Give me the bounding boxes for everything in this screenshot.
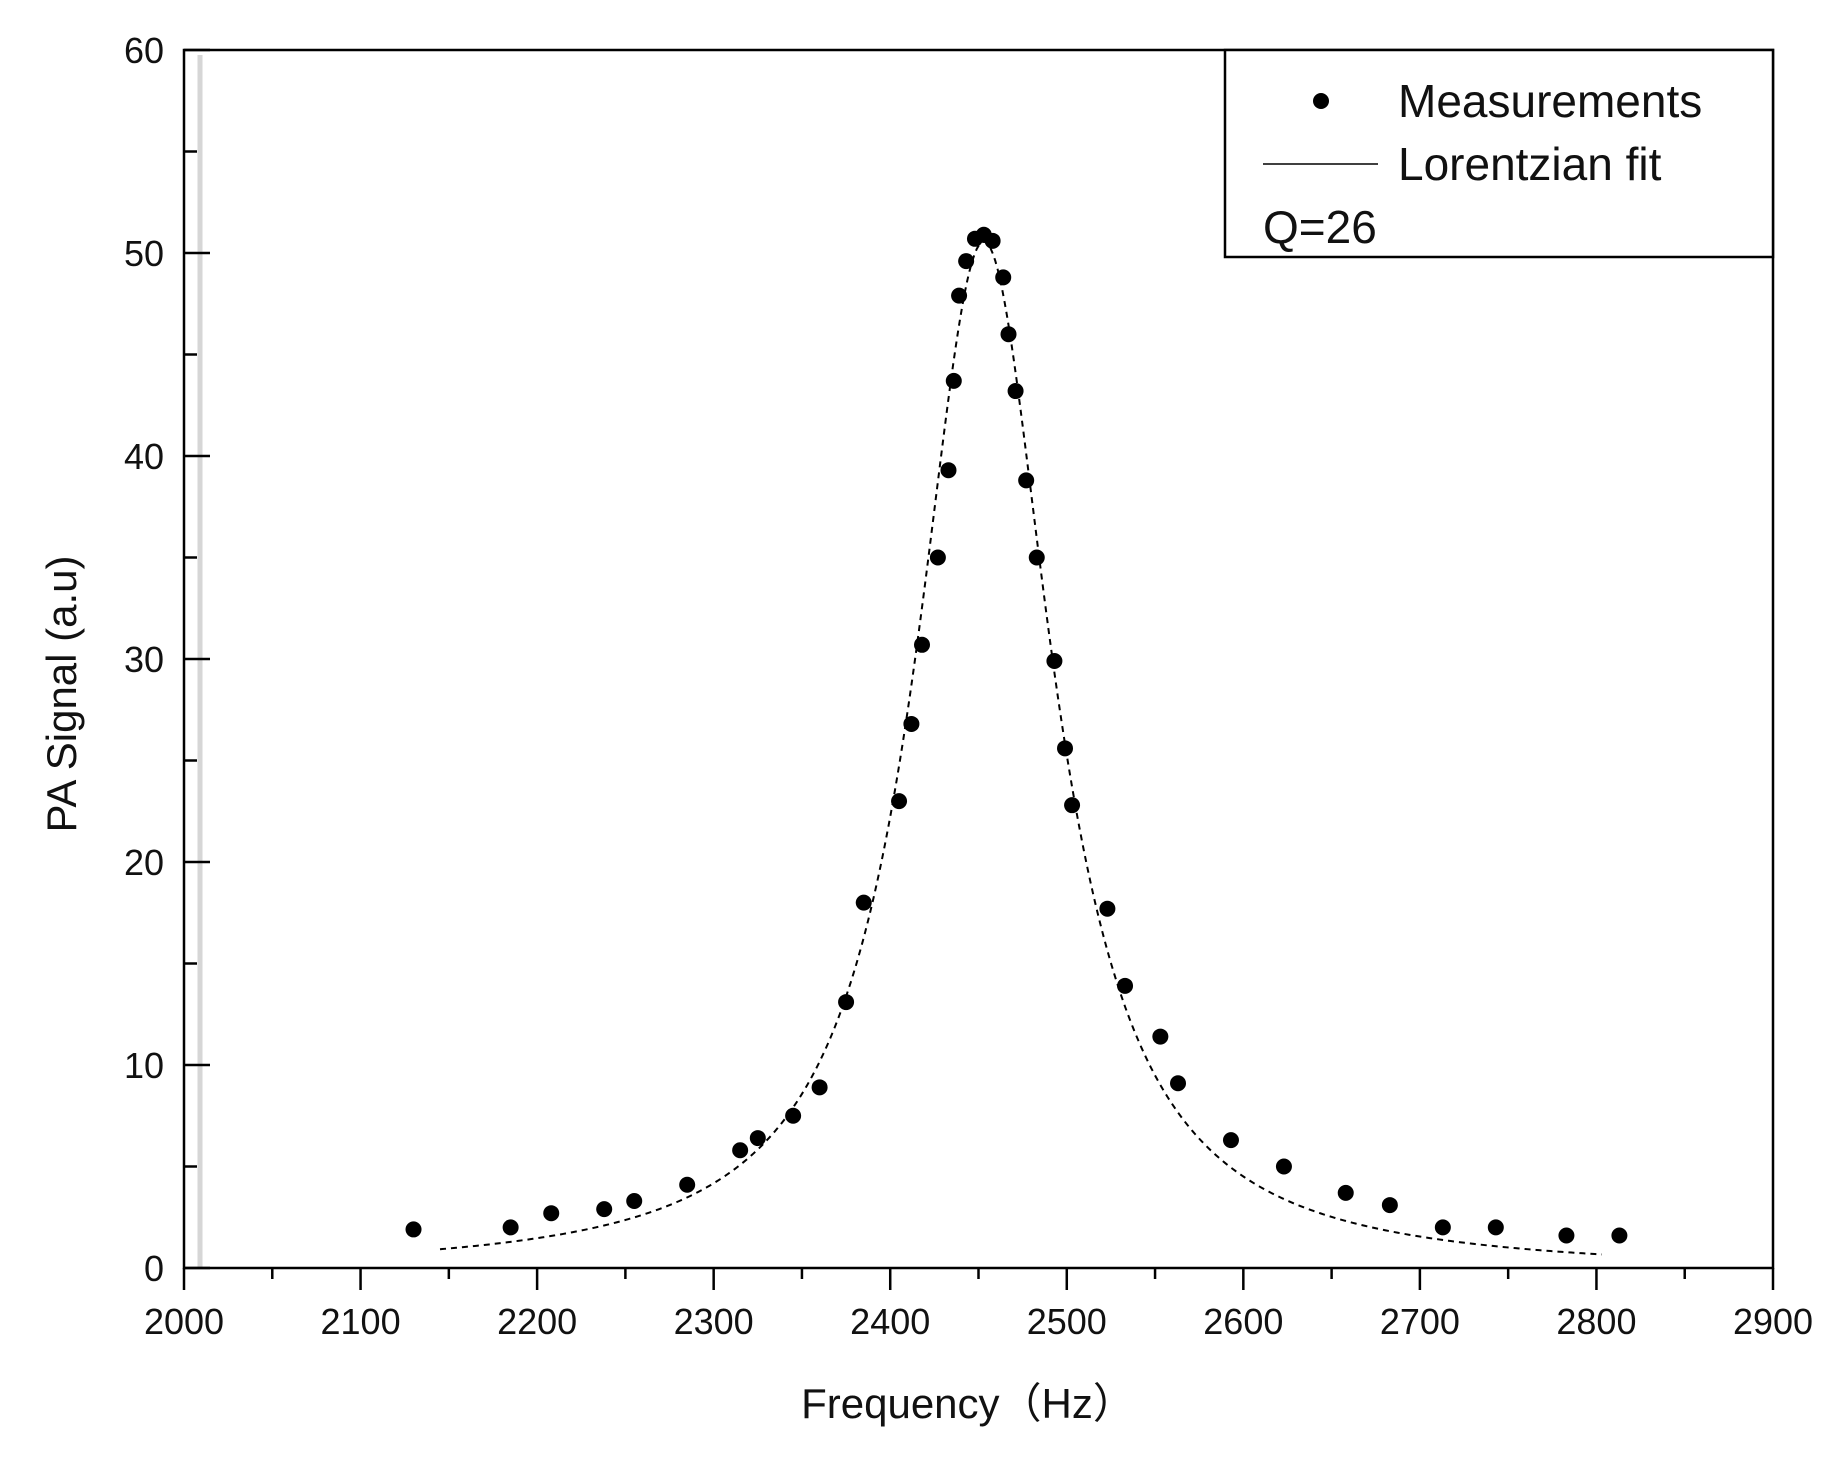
tick-labels: 2000 2100 2200 2300 2400 2500 2600 2700 2800 2900…: [124, 30, 1813, 1342]
legend-label-fit: Lorentzian fit: [1398, 138, 1662, 190]
measurement-point: [543, 1205, 560, 1222]
x-tick-label: 2800: [1556, 1301, 1636, 1342]
x-tick-label: 2400: [850, 1301, 930, 1342]
measurement-point: [1018, 472, 1035, 489]
y-tick-label: 60: [124, 30, 164, 71]
fit-curve: [439, 240, 1602, 1256]
measurement-point: [1611, 1227, 1628, 1244]
measurement-point: [1028, 549, 1045, 566]
measurement-point: [958, 253, 975, 270]
measurement-point: [995, 269, 1012, 286]
y-tick-label: 50: [124, 233, 164, 274]
measurement-point: [1099, 900, 1116, 917]
axis-ticks: [182, 48, 1775, 1290]
measurement-point: [1000, 326, 1017, 343]
measurement-point: [1434, 1219, 1451, 1236]
measurement-point: [1117, 977, 1134, 994]
legend-marker-measurements: [1313, 93, 1329, 109]
measurement-point: [914, 636, 930, 653]
measurement-point: [1057, 740, 1074, 757]
y-axis-title: PA Signal (a.u): [38, 555, 85, 832]
measurement-point: [596, 1201, 613, 1218]
x-tick-label: 2700: [1380, 1301, 1460, 1342]
legend-label-measurements: Measurements: [1398, 75, 1702, 127]
x-axis-title: Frequency（Hz）: [801, 1380, 1135, 1427]
x-tick-label: 2200: [497, 1301, 577, 1342]
x-tick-label: 2000: [144, 1301, 224, 1342]
x-tick-label: 2900: [1733, 1301, 1813, 1342]
measurement-point: [502, 1219, 519, 1236]
legend-box: [1223, 48, 1775, 259]
y-tick-label: 20: [124, 842, 164, 883]
y-tick-label: 10: [124, 1045, 164, 1086]
measurement-point: [1170, 1075, 1187, 1092]
legend-annotation-q: Q=26: [1263, 201, 1377, 253]
x-tick-label: 2600: [1203, 1301, 1283, 1342]
measurement-point: [855, 894, 872, 911]
x-tick-label: 2100: [321, 1301, 401, 1342]
measurement-point: [1222, 1132, 1239, 1149]
measurement-point: [838, 994, 855, 1011]
x-tick-label: 2300: [674, 1301, 754, 1342]
measurement-point: [749, 1130, 766, 1147]
measurement-point: [1152, 1028, 1169, 1045]
measurement-point: [1275, 1158, 1292, 1175]
x-tick-label: 2500: [1027, 1301, 1107, 1342]
measurement-point: [940, 462, 957, 479]
measurement-point: [626, 1193, 643, 1210]
measurement-point: [732, 1142, 749, 1159]
measurement-point: [951, 287, 968, 304]
measurement-point: [984, 232, 1001, 249]
y-tick-label: 40: [124, 436, 164, 477]
measurement-point: [891, 793, 908, 810]
measurement-point: [929, 549, 946, 566]
measurement-point: [1046, 653, 1063, 670]
plot-frame: [182, 48, 1775, 1270]
measurement-point: [679, 1176, 696, 1193]
points-layer: [405, 226, 1628, 1244]
measurement-point: [785, 1107, 802, 1124]
measurement-point: [1337, 1184, 1354, 1201]
fit-layer: [439, 240, 1602, 1256]
legend: Measurements Lorentzian fit Q=26: [1223, 48, 1775, 259]
measurement-point: [945, 372, 962, 389]
measurement-point: [811, 1079, 828, 1096]
measurement-point: [1381, 1197, 1398, 1214]
measurement-point: [1558, 1227, 1575, 1244]
measurement-point: [1064, 797, 1081, 814]
measurement-point: [1487, 1219, 1504, 1236]
y-tick-label: 30: [124, 639, 164, 680]
measurement-point: [405, 1221, 422, 1238]
measurement-point: [903, 715, 920, 732]
measurement-point: [1007, 383, 1024, 400]
y-tick-label: 0: [144, 1248, 164, 1289]
